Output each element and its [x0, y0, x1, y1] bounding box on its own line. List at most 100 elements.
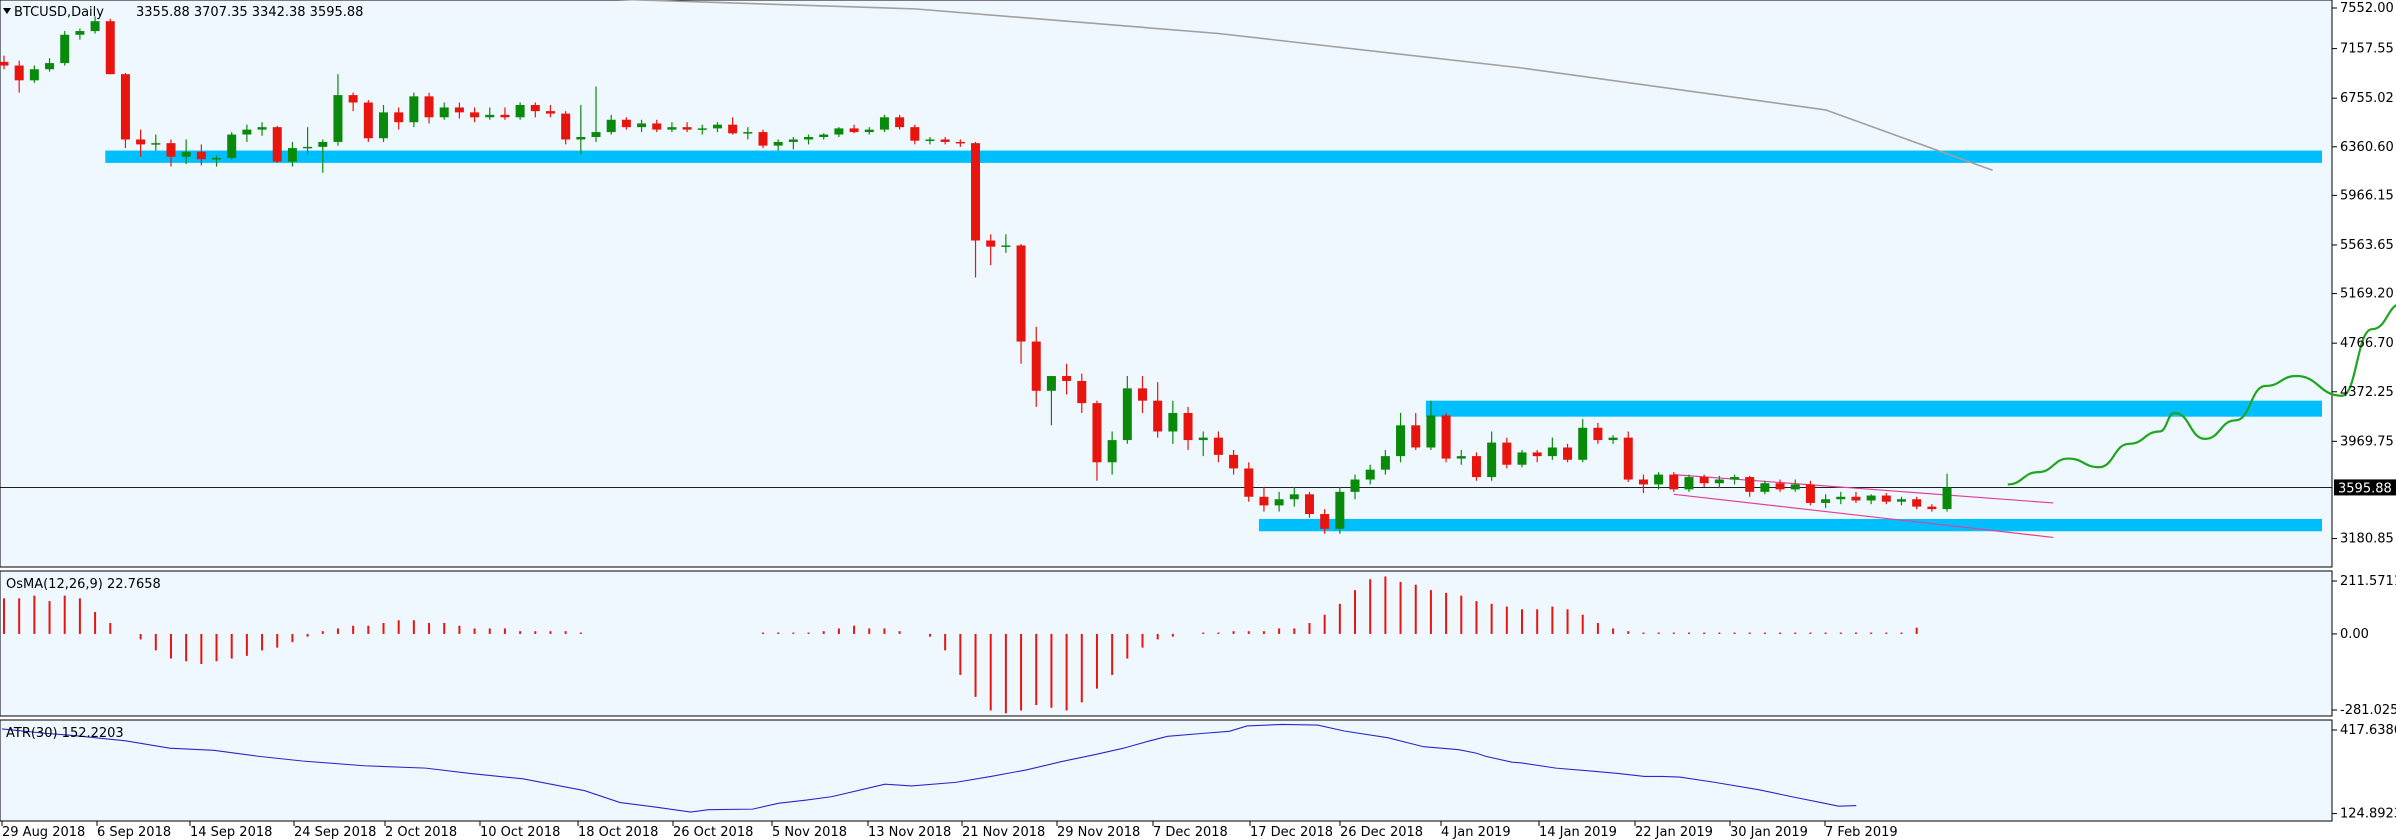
candle[interactable]	[212, 155, 222, 167]
candle[interactable]	[1881, 493, 1891, 505]
candle[interactable]	[1259, 486, 1269, 512]
candle[interactable]	[1730, 474, 1740, 485]
candle[interactable]	[1532, 449, 1542, 463]
candle[interactable]	[318, 139, 328, 173]
candle[interactable]	[1821, 494, 1831, 508]
candle[interactable]	[1229, 449, 1239, 475]
candle[interactable]	[728, 117, 738, 135]
candle[interactable]	[1198, 431, 1208, 457]
candle[interactable]	[1335, 486, 1345, 534]
support-resistance-zone[interactable]	[1425, 400, 2322, 417]
candle[interactable]	[1790, 479, 1800, 492]
candle[interactable]	[940, 137, 950, 145]
candle[interactable]	[1122, 376, 1132, 444]
candle[interactable]	[242, 124, 252, 142]
candle[interactable]	[1289, 486, 1299, 507]
candle[interactable]	[1153, 382, 1163, 438]
candle[interactable]	[45, 58, 55, 72]
candle[interactable]	[1942, 473, 1952, 512]
candle[interactable]	[272, 125, 282, 163]
candle[interactable]	[166, 139, 176, 167]
candle[interactable]	[151, 134, 161, 151]
candle[interactable]	[424, 92, 434, 124]
candle[interactable]	[910, 124, 920, 145]
candle[interactable]	[879, 114, 889, 133]
candle[interactable]	[712, 122, 722, 133]
candle[interactable]	[1077, 373, 1087, 413]
candle[interactable]	[1350, 474, 1360, 500]
candle[interactable]	[1213, 431, 1223, 463]
candle[interactable]	[561, 111, 571, 145]
candle[interactable]	[60, 31, 70, 66]
candle[interactable]	[606, 114, 616, 135]
candle[interactable]	[348, 92, 358, 112]
candle[interactable]	[1487, 431, 1497, 481]
candle[interactable]	[834, 127, 844, 138]
candle[interactable]	[545, 104, 555, 118]
candle[interactable]	[1578, 419, 1588, 463]
candle[interactable]	[637, 119, 647, 133]
candle[interactable]	[955, 139, 965, 147]
candle[interactable]	[1107, 431, 1117, 475]
candle[interactable]	[120, 72, 130, 149]
candle[interactable]	[1654, 472, 1664, 490]
candle[interactable]	[1699, 474, 1709, 487]
candle[interactable]	[697, 124, 707, 135]
channel-trendline[interactable]	[1673, 493, 2054, 539]
candle[interactable]	[895, 114, 905, 130]
candle[interactable]	[90, 16, 100, 34]
candle[interactable]	[864, 127, 874, 135]
candle[interactable]	[1563, 443, 1573, 463]
candle[interactable]	[621, 117, 631, 130]
candle[interactable]	[925, 137, 935, 145]
candle[interactable]	[1912, 496, 1922, 510]
candle[interactable]	[986, 234, 996, 266]
candle[interactable]	[1897, 496, 1906, 506]
candle[interactable]	[136, 129, 146, 157]
candle[interactable]	[1608, 435, 1618, 444]
candle[interactable]	[819, 133, 829, 140]
candle[interactable]	[1380, 449, 1390, 475]
atr-pane[interactable]	[0, 719, 2333, 822]
candle[interactable]	[1244, 462, 1254, 502]
candle[interactable]	[1836, 491, 1846, 505]
candle[interactable]	[682, 122, 692, 133]
candle[interactable]	[1866, 494, 1876, 505]
candle[interactable]	[0, 55, 9, 70]
chevron-down-icon[interactable]	[3, 8, 11, 14]
candle[interactable]	[1274, 491, 1284, 512]
candle[interactable]	[804, 134, 814, 145]
candle[interactable]	[1456, 449, 1466, 465]
candle[interactable]	[1320, 509, 1330, 534]
candle[interactable]	[439, 102, 449, 120]
candle[interactable]	[363, 100, 373, 142]
candle[interactable]	[181, 139, 191, 165]
candle[interactable]	[1396, 412, 1406, 463]
candle[interactable]	[971, 141, 981, 278]
support-resistance-zone[interactable]	[105, 150, 2322, 163]
candle[interactable]	[379, 104, 388, 142]
candle[interactable]	[1031, 326, 1041, 407]
candle[interactable]	[667, 122, 677, 133]
candle[interactable]	[1669, 472, 1679, 492]
candle[interactable]	[1471, 452, 1481, 481]
main-pane[interactable]	[0, 0, 2333, 568]
candle[interactable]	[1365, 464, 1375, 485]
candle[interactable]	[1304, 491, 1314, 518]
osma-pane[interactable]	[0, 570, 2333, 717]
forecast-path[interactable]	[2007, 191, 2396, 486]
candle[interactable]	[1684, 474, 1694, 492]
candle[interactable]	[773, 139, 783, 151]
candle[interactable]	[485, 107, 495, 120]
candle[interactable]	[1638, 474, 1648, 494]
candle[interactable]	[75, 28, 85, 40]
candle[interactable]	[1517, 449, 1527, 468]
candle[interactable]	[515, 102, 525, 120]
candle[interactable]	[591, 86, 601, 142]
candle[interactable]	[1092, 400, 1102, 481]
candle[interactable]	[743, 127, 753, 140]
candle[interactable]	[576, 104, 586, 155]
candle[interactable]	[303, 127, 313, 155]
candle[interactable]	[758, 129, 768, 149]
candle[interactable]	[1851, 491, 1861, 503]
